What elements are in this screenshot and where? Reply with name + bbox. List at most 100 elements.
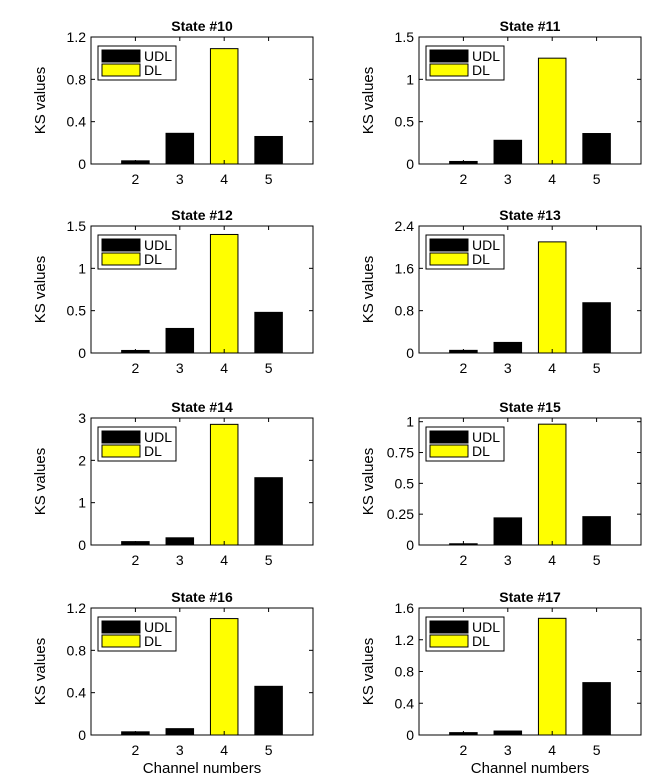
- bar-dl-channel-4: [537, 617, 567, 736]
- bar-udl-channel-5: [254, 311, 283, 354]
- legend-label-udl: UDL: [472, 619, 500, 635]
- y-tick-label: 0: [406, 345, 414, 361]
- y-tick-label: 0: [78, 156, 86, 172]
- y-tick-label: 1.2: [395, 632, 415, 648]
- x-tick-label: 5: [593, 742, 601, 758]
- x-tick-label: 2: [460, 360, 468, 376]
- subplot-title: State #15: [499, 399, 561, 415]
- legend-swatch-dl: [429, 634, 469, 648]
- subplot-title: State #14: [171, 399, 233, 415]
- legend-label-udl: UDL: [472, 429, 500, 445]
- y-tick-label: 0.4: [395, 695, 415, 711]
- subplot-title: State #17: [499, 589, 561, 605]
- y-tick-label: 0.8: [395, 664, 415, 680]
- x-tick-label: 5: [265, 360, 273, 376]
- x-tick-label: 4: [220, 552, 228, 568]
- legend-swatch-udl: [101, 238, 141, 252]
- x-tick-label: 2: [460, 552, 468, 568]
- y-tick-label: 0: [406, 537, 414, 553]
- y-tick-label: 0: [406, 156, 414, 172]
- bar-dl-channel-4: [537, 241, 567, 354]
- plot-frame: [418, 417, 642, 546]
- bar-udl-channel-3: [165, 327, 195, 354]
- y-tick-label: 1.5: [395, 29, 415, 45]
- legend-label-dl: DL: [472, 62, 490, 78]
- legend-label-udl: UDL: [144, 48, 172, 64]
- legend-label-dl: DL: [144, 251, 162, 267]
- y-tick-label: 1.6: [395, 600, 415, 616]
- bar-udl-channel-3: [493, 517, 523, 546]
- legend-swatch-dl: [101, 634, 141, 648]
- x-tick-label: 3: [176, 742, 184, 758]
- x-tick-label: 2: [460, 171, 468, 187]
- legend-swatch-udl: [429, 238, 469, 252]
- legend-label-dl: DL: [144, 633, 162, 649]
- y-tick-label: 1.6: [395, 260, 415, 276]
- x-tick-label: 2: [460, 742, 468, 758]
- y-axis-label: KS values: [32, 638, 49, 706]
- subplot-title: State #11: [500, 18, 561, 34]
- x-tick-label: 3: [504, 742, 512, 758]
- y-tick-label: 1: [78, 260, 86, 276]
- legend-label-dl: DL: [472, 443, 490, 459]
- legend-swatch-dl: [429, 444, 469, 458]
- subplot-title: State #12: [171, 207, 233, 223]
- y-axis-label: KS values: [360, 448, 377, 516]
- plot-frame: [90, 417, 314, 546]
- y-tick-label: 1.2: [67, 29, 87, 45]
- subplot-7: 0 0.4 0.8 1.2 2 3 4 5 State #16 KS values Channel …: [32, 589, 314, 777]
- x-tick-label: 4: [220, 360, 228, 376]
- x-tick-label: 4: [220, 742, 228, 758]
- plot-frame: [90, 607, 314, 736]
- bar-udl-channel-3: [165, 132, 195, 165]
- y-axis-label: KS values: [32, 67, 49, 135]
- legend-label-dl: DL: [472, 633, 490, 649]
- bar-udl-channel-5: [582, 133, 611, 165]
- x-tick-label: 5: [265, 742, 273, 758]
- x-tick-label: 5: [593, 552, 601, 568]
- bar-udl-channel-5: [582, 682, 611, 736]
- legend-swatch-udl: [429, 620, 469, 634]
- bar-dl-channel-4: [209, 423, 239, 546]
- legend-swatch-dl: [101, 444, 141, 458]
- y-axis-label: KS values: [360, 638, 377, 706]
- plot-frame: [418, 36, 642, 165]
- subplot-title: State #16: [171, 589, 233, 605]
- y-tick-label: 1.5: [67, 218, 87, 234]
- legend-swatch-udl: [429, 49, 469, 63]
- y-tick-label: 1.2: [67, 600, 87, 616]
- y-tick-label: 0.8: [395, 303, 415, 319]
- bar-udl-channel-5: [254, 477, 283, 546]
- bar-udl-channel-5: [254, 135, 283, 165]
- y-tick-label: 0.4: [67, 114, 87, 130]
- y-tick-label: 0.25: [387, 506, 414, 522]
- x-tick-label: 4: [220, 171, 228, 187]
- y-tick-label: 0: [406, 727, 414, 743]
- bar-dl-channel-4: [537, 423, 567, 546]
- x-tick-label: 3: [504, 552, 512, 568]
- x-axis-label: Channel numbers: [143, 760, 261, 777]
- legend-swatch-dl: [429, 252, 469, 266]
- x-tick-label: 5: [593, 360, 601, 376]
- subplot-title: State #13: [499, 207, 561, 223]
- y-tick-label: 2: [78, 452, 86, 468]
- subplot-title: State #10: [171, 18, 233, 34]
- x-tick-label: 5: [265, 552, 273, 568]
- plot-frame: [90, 36, 314, 165]
- y-axis-label: KS values: [32, 448, 49, 516]
- x-tick-label: 2: [132, 360, 140, 376]
- x-tick-label: 2: [132, 742, 140, 758]
- bar-dl-channel-4: [209, 233, 239, 354]
- x-tick-label: 2: [132, 171, 140, 187]
- legend-label-udl: UDL: [144, 429, 172, 445]
- y-axis-label: KS values: [32, 256, 49, 324]
